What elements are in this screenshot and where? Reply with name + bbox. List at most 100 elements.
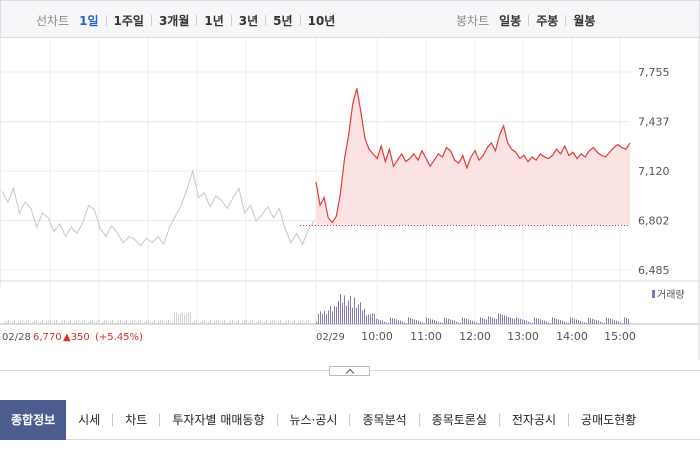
volume-bar-today <box>472 320 473 324</box>
volume-bar-today <box>454 320 455 324</box>
volume-bar-prev <box>70 320 71 324</box>
volume-bar-prev <box>100 323 101 324</box>
volume-bar-prev <box>286 320 287 324</box>
volume-bar-today <box>340 294 341 324</box>
volume-bar-today <box>528 321 529 324</box>
volume-bar-prev <box>266 320 267 324</box>
volume-bar-today <box>358 304 359 324</box>
volume-bar-prev <box>10 322 11 324</box>
line-chart-label: 선차트 <box>36 13 70 28</box>
volume-bar-today <box>552 317 553 324</box>
y-tick-label: 6,485 <box>638 264 670 277</box>
volume-bar-today <box>476 322 477 324</box>
candle-daily[interactable]: 일봉 <box>499 13 522 28</box>
tab-summary[interactable]: 종합정보 <box>0 399 67 440</box>
volume-bar-today <box>520 318 521 324</box>
tab-investor-trading[interactable]: 투자자별 매매동향 <box>172 413 265 427</box>
volume-bar-prev <box>144 321 145 324</box>
volume-bar-prev <box>240 323 241 324</box>
range-1d[interactable]: 1일 <box>79 13 99 28</box>
y-tick-label: 7,437 <box>638 116 670 129</box>
x-tick-label: 12:00 <box>459 330 491 343</box>
tab-disclosure[interactable]: 전자공시 <box>511 413 557 427</box>
volume-bar-prev <box>84 320 85 324</box>
volume-bar-prev <box>244 320 245 324</box>
volume-bar-today <box>542 320 543 324</box>
volume-bar-prev <box>216 320 217 324</box>
volume-bar-prev <box>230 320 231 324</box>
volume-bar-today <box>356 307 357 324</box>
range-3m[interactable]: 3개월 <box>158 13 190 28</box>
range-10y[interactable]: 10년 <box>307 13 336 28</box>
volume-bar-today <box>478 323 479 324</box>
volume-bar-today <box>606 317 607 324</box>
volume-bar-prev <box>132 320 133 324</box>
volume-bar-prev <box>256 321 257 324</box>
volume-bar-today <box>366 315 367 324</box>
range-3y[interactable]: 3년 <box>238 13 259 28</box>
volume-bar-today <box>498 313 499 324</box>
volume-bar-prev <box>36 319 37 324</box>
tab-short-selling[interactable]: 공매도현황 <box>581 413 637 427</box>
volume-bar-today <box>440 322 441 324</box>
volume-bar-today <box>518 318 519 324</box>
x-tick-label: 13:00 <box>507 330 539 343</box>
volume-bar-prev <box>158 321 159 324</box>
volume-bar-today <box>360 302 361 324</box>
volume-bar-prev <box>308 320 309 324</box>
volume-bar-today <box>614 320 615 324</box>
volume-bar-today <box>324 310 325 324</box>
y-tick-label: 7,120 <box>638 165 670 178</box>
volume-bar-today <box>460 323 461 324</box>
collapse-chart-button[interactable] <box>329 366 370 377</box>
volume-bar-prev <box>16 323 17 324</box>
volume-bar-prev <box>264 321 265 324</box>
range-1y[interactable]: 1년 <box>204 13 224 28</box>
tab-analysis[interactable]: 종목분석 <box>362 413 407 427</box>
tab-news[interactable]: 뉴스·공시 <box>289 413 338 427</box>
volume-bar-today <box>482 318 483 324</box>
volume-bar-today <box>568 323 569 324</box>
candle-weekly[interactable]: 주봉 <box>536 13 559 28</box>
volume-bar-today <box>566 322 567 324</box>
volume-bar-today <box>464 318 465 324</box>
tab-discussion[interactable]: 종목토론실 <box>431 413 487 427</box>
line-chart-range-group: 선차트 1일 1주일 3개월 1년 3년 5년 10년 <box>36 1 335 39</box>
volume-bar-prev <box>54 321 55 324</box>
volume-bar-today <box>626 318 627 324</box>
volume-bar-today <box>588 317 589 324</box>
volume-bar-today <box>570 317 571 324</box>
volume-bar-today <box>508 316 509 324</box>
volume-bar-prev <box>174 312 175 324</box>
volume-bar-today <box>336 306 337 324</box>
volume-bar-today <box>386 322 387 324</box>
tab-quote[interactable]: 시세 <box>78 413 101 427</box>
volume-bar-today <box>446 318 447 324</box>
volume-bar-today <box>392 318 393 324</box>
volume-bar-prev <box>58 323 59 324</box>
volume-bar-today <box>348 300 349 324</box>
x-axis-ticks: 10:00 11:00 12:00 13:00 14:00 15:00 <box>361 330 636 343</box>
volume-bar-today <box>504 315 505 324</box>
volume-bar-prev <box>156 323 157 324</box>
range-5y[interactable]: 5년 <box>273 13 293 28</box>
volume-bar-prev <box>86 323 87 324</box>
volume-bar-today <box>532 323 533 324</box>
candle-monthly[interactable]: 월봉 <box>573 13 596 28</box>
volume-bar-today <box>404 322 405 324</box>
volume-bar-today <box>516 317 517 324</box>
volume-bar-today <box>468 319 469 324</box>
volume-bar-prev <box>128 323 129 324</box>
volume-bar-today <box>362 310 363 324</box>
volume-bar-prev <box>234 322 235 324</box>
volume-bar-prev <box>170 323 171 324</box>
volume-bar-today <box>442 323 443 324</box>
today-series <box>300 88 631 226</box>
volume-bar-today <box>586 323 587 324</box>
volume-bar-today <box>346 305 347 324</box>
volume-bar-today <box>388 323 389 324</box>
tab-chart[interactable]: 차트 <box>125 413 148 427</box>
range-1w[interactable]: 1주일 <box>113 13 144 28</box>
volume-bar-today <box>562 320 563 324</box>
volume-bar-prev <box>236 321 237 324</box>
